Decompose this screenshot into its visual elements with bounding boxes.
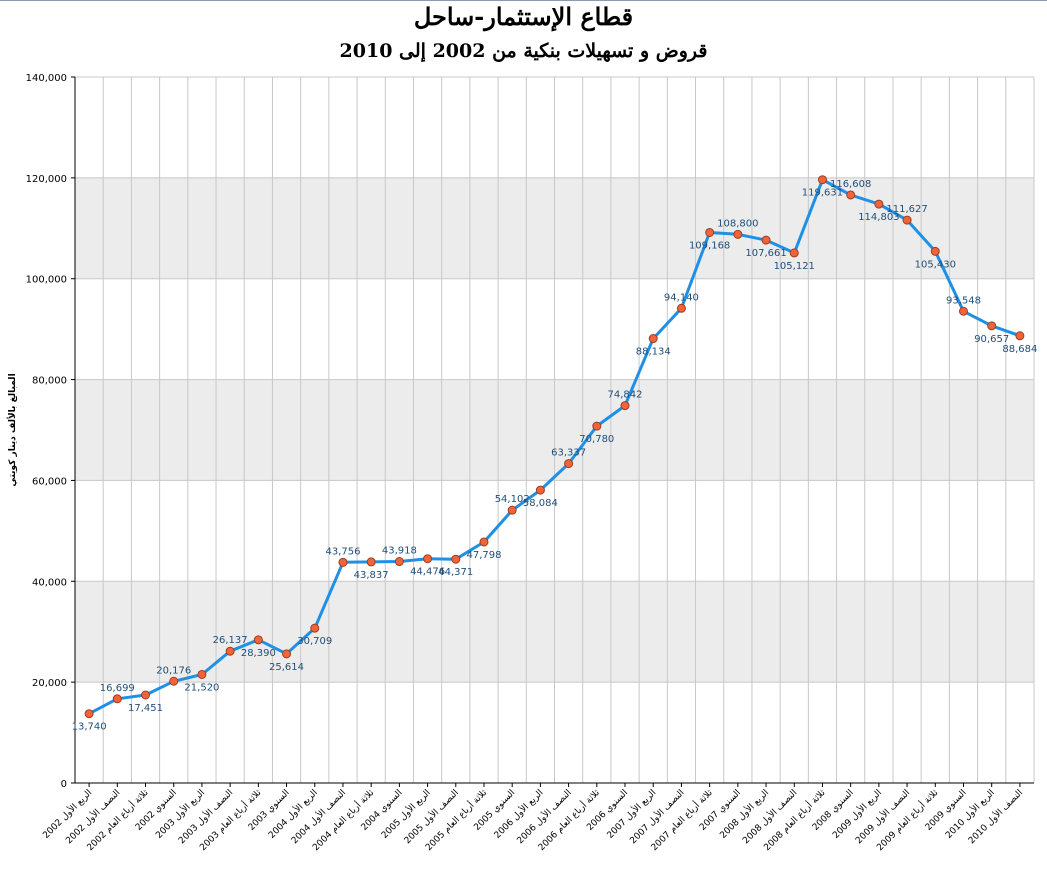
- data-point: [620, 401, 630, 411]
- y-tick-label: 40,000: [32, 577, 67, 588]
- data-label: 114,803: [858, 212, 899, 223]
- data-label: 74,842: [608, 390, 643, 401]
- y-tick-label: 140,000: [26, 73, 67, 84]
- y-tick-label: 20,000: [32, 678, 67, 689]
- data-label: 88,684: [1002, 344, 1037, 355]
- data-label: 88,134: [636, 347, 671, 358]
- y-tick-label: 0: [61, 779, 67, 790]
- data-point: [930, 246, 940, 256]
- data-point: [705, 227, 715, 237]
- x-tick-label: الربع الأول 2008: [717, 787, 771, 841]
- data-label: 30,709: [297, 636, 332, 647]
- data-point: [253, 635, 263, 645]
- data-label: 105,121: [774, 261, 815, 272]
- data-point: [225, 646, 235, 656]
- data-label: 107,661: [745, 248, 786, 259]
- y-tick-label: 60,000: [32, 476, 67, 487]
- data-label: 28,390: [241, 648, 276, 659]
- data-point: [846, 190, 856, 200]
- data-point: [592, 421, 602, 431]
- data-label: 63,337: [551, 448, 586, 459]
- data-label: 43,837: [354, 570, 389, 581]
- data-label: 70,780: [579, 434, 614, 445]
- data-point: [676, 303, 686, 313]
- data-point: [141, 690, 151, 700]
- data-point: [451, 554, 461, 564]
- data-point: [817, 175, 827, 185]
- data-label: 108,800: [717, 218, 758, 229]
- data-point: [197, 669, 207, 679]
- data-point: [1015, 331, 1025, 341]
- y-tick-label: 120,000: [26, 174, 67, 185]
- data-label: 26,137: [213, 635, 248, 646]
- y-tick-label: 80,000: [32, 376, 67, 387]
- data-label: 111,627: [886, 204, 927, 215]
- chart-title: قطاع الإستثمار-ساحل: [413, 2, 634, 31]
- data-point: [648, 334, 658, 344]
- data-label: 93,548: [946, 295, 981, 306]
- x-tick-label: الربع الأول 2006: [491, 787, 545, 841]
- x-tick-label: الربع الأول 2010: [943, 787, 997, 841]
- data-label: 43,756: [325, 546, 360, 557]
- data-point: [507, 505, 517, 515]
- data-label: 119,631: [802, 188, 843, 199]
- x-tick-label: الربع الأول 2009: [830, 787, 884, 841]
- data-point: [366, 557, 376, 567]
- data-point: [84, 709, 94, 719]
- data-point: [987, 321, 997, 331]
- data-point: [564, 459, 574, 469]
- data-label: 44,476: [410, 567, 445, 578]
- x-tick-label: الربع الأول 2003: [153, 787, 207, 841]
- data-label: 109,168: [689, 240, 730, 251]
- data-label: 25,614: [269, 662, 304, 673]
- data-label: 94,140: [664, 292, 699, 303]
- data-point: [282, 649, 292, 659]
- data-point: [338, 557, 348, 567]
- data-label: 105,430: [915, 259, 956, 270]
- data-label: 17,451: [128, 703, 163, 714]
- top-border: [0, 0, 1047, 1]
- data-point: [733, 229, 743, 239]
- data-label: 20,176: [156, 665, 191, 676]
- data-point: [789, 248, 799, 258]
- chart-subtitle: قروض و تسهيلات بنكية من 2002 إلى 2010: [339, 40, 708, 62]
- x-tick-label: الربع الأول 2002: [40, 787, 94, 841]
- data-label: 116,608: [830, 179, 871, 190]
- x-tick-label: الربع الأول 2005: [378, 787, 432, 841]
- y-tick-label: 100,000: [26, 275, 67, 286]
- data-label: 54,102: [495, 494, 530, 505]
- data-label: 90,657: [974, 334, 1009, 345]
- data-point: [761, 235, 771, 245]
- data-label: 21,520: [184, 682, 219, 693]
- data-label: 16,699: [100, 683, 135, 694]
- x-tick-label: الربع الأول 2004: [266, 787, 320, 841]
- data-label: 13,740: [72, 722, 107, 733]
- data-point: [902, 215, 912, 225]
- data-point: [394, 557, 404, 567]
- data-point: [310, 623, 320, 633]
- data-point: [423, 554, 433, 564]
- data-label: 47,798: [466, 550, 501, 561]
- data-label: 58,084: [523, 498, 558, 509]
- x-tick-label: الربع الأول 2007: [604, 787, 658, 841]
- series-line: [88, 178, 1021, 716]
- data-point: [479, 537, 489, 547]
- data-point: [958, 306, 968, 316]
- data-point: [874, 199, 884, 209]
- data-point: [112, 694, 122, 704]
- data-point: [169, 676, 179, 686]
- data-point: [535, 485, 545, 495]
- data-label: 43,918: [382, 546, 417, 557]
- data-label: 44,371: [438, 567, 473, 578]
